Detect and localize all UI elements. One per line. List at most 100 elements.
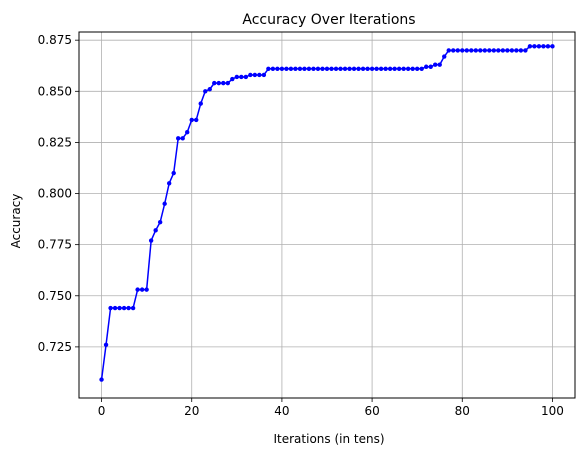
data-point xyxy=(275,66,280,72)
data-point xyxy=(266,66,271,72)
data-point xyxy=(392,66,397,72)
data-point xyxy=(347,66,352,72)
data-point xyxy=(369,66,375,72)
data-point xyxy=(198,101,203,106)
data-point xyxy=(293,66,298,72)
data-point xyxy=(153,228,158,233)
data-point xyxy=(424,64,429,69)
data-point xyxy=(216,80,221,86)
data-point xyxy=(166,181,172,186)
data-point xyxy=(374,66,379,72)
data-point xyxy=(469,48,474,53)
data-point xyxy=(414,66,420,72)
data-point xyxy=(117,305,122,311)
data-point xyxy=(176,136,181,141)
data-point xyxy=(410,66,415,72)
data-point xyxy=(378,66,384,72)
data-point xyxy=(433,62,438,67)
data-point xyxy=(351,66,357,72)
data-point xyxy=(148,238,154,243)
data-point xyxy=(500,48,506,53)
data-point xyxy=(419,66,424,72)
data-point xyxy=(279,66,285,72)
data-point xyxy=(428,64,433,69)
data-point xyxy=(212,80,217,86)
data-point xyxy=(478,48,483,53)
data-point xyxy=(230,76,235,82)
chart-title: Accuracy Over Iterations xyxy=(242,12,415,28)
axes: 0 20 40 60 80 100 0.725 0.750 0.775 0.800 0.825 0.8… xyxy=(38,33,564,418)
x-tick-label: 100 xyxy=(541,404,564,418)
series-layer xyxy=(99,44,555,382)
data-point xyxy=(487,48,492,53)
data-point xyxy=(302,66,307,72)
data-point xyxy=(139,287,145,292)
data-point xyxy=(365,66,370,72)
data-point xyxy=(523,48,528,53)
data-point xyxy=(482,48,488,53)
data-point xyxy=(306,66,312,72)
y-tick-label: 0.875 xyxy=(38,33,72,47)
data-point xyxy=(171,170,176,176)
data-point xyxy=(527,44,533,49)
data-point xyxy=(207,87,212,92)
data-point xyxy=(121,305,127,311)
data-point xyxy=(225,80,230,86)
data-point xyxy=(360,66,366,72)
data-point xyxy=(505,48,510,53)
data-point xyxy=(532,44,537,49)
data-point xyxy=(320,66,325,72)
y-tick-label: 0.800 xyxy=(38,187,72,201)
data-point xyxy=(383,66,388,72)
data-point xyxy=(324,66,330,72)
data-point xyxy=(451,48,456,53)
x-tick-label: 80 xyxy=(455,404,470,418)
x-tick-label: 20 xyxy=(184,404,199,418)
y-tick-label: 0.775 xyxy=(38,238,72,252)
x-tick-label: 0 xyxy=(98,404,106,418)
grid xyxy=(79,32,575,398)
data-point xyxy=(248,72,253,78)
data-point xyxy=(518,48,524,53)
data-point xyxy=(545,44,551,49)
data-point xyxy=(442,54,447,59)
y-tick-label: 0.825 xyxy=(38,135,72,149)
y-tick-label: 0.750 xyxy=(38,289,72,303)
data-point xyxy=(108,305,113,311)
data-point xyxy=(401,66,406,72)
x-tick-label: 40 xyxy=(274,404,289,418)
data-point xyxy=(194,117,199,123)
data-point xyxy=(396,66,402,72)
data-point xyxy=(270,66,276,72)
data-point xyxy=(144,287,149,292)
data-point xyxy=(509,48,515,53)
data-point xyxy=(541,44,546,49)
data-point xyxy=(234,74,240,80)
data-point xyxy=(112,305,118,311)
data-point xyxy=(311,66,316,72)
data-point xyxy=(464,48,469,53)
x-axis-label: Iterations (in tens) xyxy=(273,432,384,446)
data-point xyxy=(473,48,478,53)
data-point xyxy=(162,201,167,206)
data-point xyxy=(333,66,339,72)
data-point xyxy=(239,74,244,80)
data-point xyxy=(342,66,348,72)
data-point xyxy=(126,305,131,311)
data-point xyxy=(387,66,393,72)
data-point xyxy=(297,66,303,72)
data-point xyxy=(243,74,249,80)
data-point xyxy=(261,72,267,78)
data-point xyxy=(446,48,451,53)
data-point xyxy=(130,305,136,311)
data-point xyxy=(460,48,465,53)
data-point xyxy=(185,129,190,135)
data-point xyxy=(284,66,289,72)
data-point xyxy=(189,117,194,123)
y-tick-label: 0.850 xyxy=(38,84,72,98)
data-point xyxy=(338,66,343,72)
data-point xyxy=(288,66,294,72)
